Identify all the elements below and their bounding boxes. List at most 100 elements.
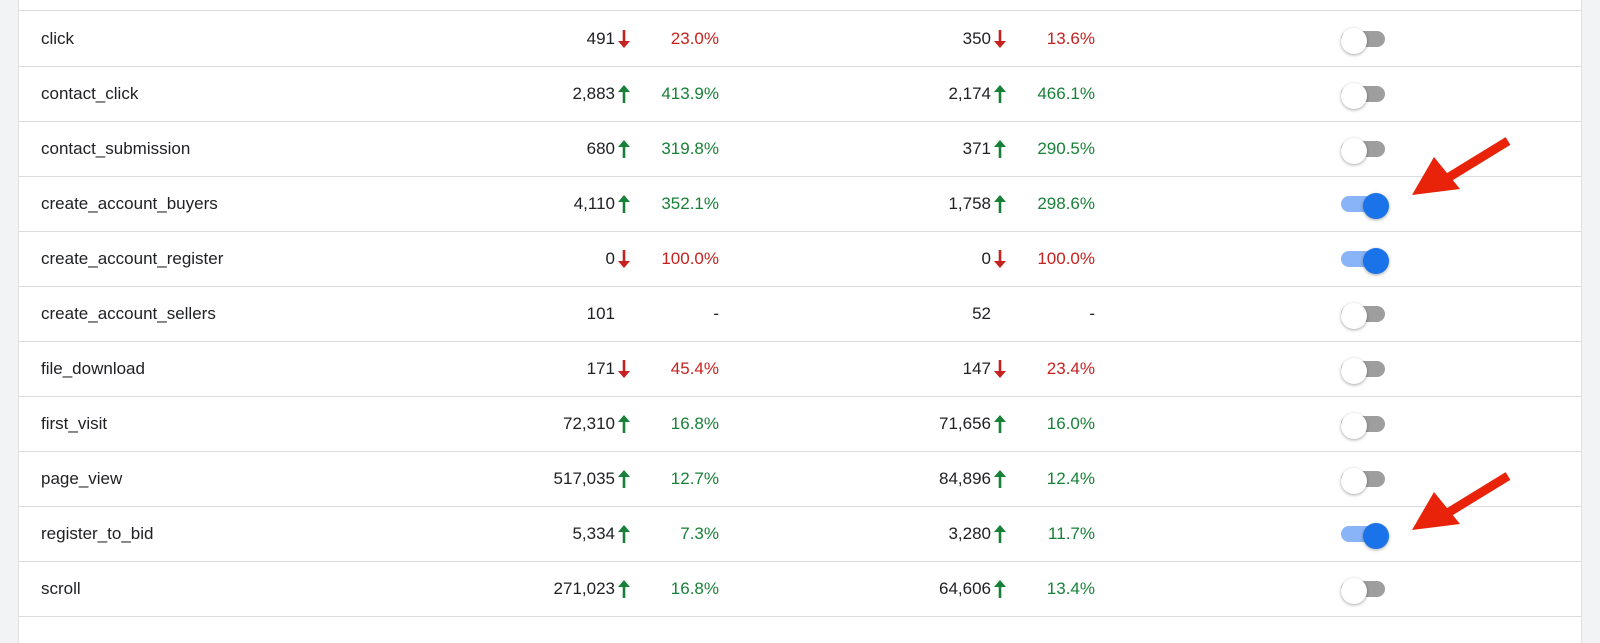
total-users: 71,656 [939, 414, 991, 433]
event-name: create_account_register [41, 249, 224, 268]
event-name: scroll [41, 579, 81, 598]
mark-as-conversion-toggle[interactable] [1339, 248, 1389, 274]
toggle-knob [1363, 248, 1389, 274]
total-users: 84,896 [939, 469, 991, 488]
toggle-knob [1341, 28, 1367, 54]
event-count-change: 45.4% [670, 359, 719, 378]
arrow-down-icon [993, 341, 1007, 397]
event-count: 2,883 [572, 84, 615, 103]
total-users-change: - [1089, 304, 1095, 323]
table-row: scroll 271,023 16.8% 64,606 13.4% [19, 561, 1581, 617]
mark-as-conversion-toggle[interactable] [1339, 523, 1389, 549]
event-count-change: 12.7% [670, 469, 719, 488]
arrow-up-icon [993, 396, 1007, 452]
table-row: create_account_sellers 101 - 52 - [19, 286, 1581, 342]
mark-as-conversion-toggle[interactable] [1339, 28, 1387, 54]
toggle-knob [1341, 468, 1367, 494]
total-users: 3,280 [948, 524, 991, 543]
mark-as-conversion-toggle[interactable] [1339, 138, 1387, 164]
arrow-up-icon [617, 396, 631, 452]
mark-as-conversion-toggle[interactable] [1339, 83, 1387, 109]
toggle-track [1341, 28, 1385, 54]
event-count: 101 [586, 304, 615, 323]
total-users-change: 16.0% [1046, 414, 1095, 433]
table-row: page_view 517,035 12.7% 84,896 12.4% [19, 451, 1581, 507]
event-count-change: 16.8% [670, 579, 719, 598]
event-count: 680 [586, 139, 615, 158]
table-row [19, 0, 1581, 11]
total-users: 64,606 [939, 579, 991, 598]
toggle-track [1341, 303, 1385, 329]
table-row: file_download 171 45.4% 147 23.4% [19, 341, 1581, 397]
event-count: 0 [605, 249, 615, 268]
arrow-down-icon [993, 11, 1007, 67]
event-name: page_view [41, 469, 123, 488]
total-users-change: 23.4% [1046, 359, 1095, 378]
event-count: 491 [586, 29, 615, 48]
toggle-track [1341, 193, 1389, 219]
arrow-up-icon [617, 451, 631, 507]
toggle-track [1341, 138, 1385, 164]
arrow-up-icon [993, 121, 1007, 177]
total-users: 2,174 [948, 84, 991, 103]
table-row: create_account_buyers 4,110 352.1% 1,758 298… [19, 176, 1581, 232]
table-row: register_to_bid 5,334 7.3% 3,280 11.7% [19, 506, 1581, 562]
event-count-change: 100.0% [661, 249, 719, 268]
total-users: 371 [962, 139, 991, 158]
mark-as-conversion-toggle[interactable] [1339, 578, 1387, 604]
table-row: click 491 23.0% 350 13.6% [19, 11, 1581, 67]
toggle-track [1341, 523, 1389, 549]
total-users-change: 290.5% [1037, 139, 1095, 158]
total-users: 1,758 [948, 194, 991, 213]
arrow-up-icon [993, 451, 1007, 507]
total-users: 350 [962, 29, 991, 48]
event-count: 4,110 [573, 194, 615, 213]
table-row: first_visit 72,310 16.8% 71,656 16.0% [19, 396, 1581, 452]
event-name: create_account_sellers [41, 304, 216, 323]
arrow-down-icon [993, 231, 1007, 287]
event-count: 5,334 [572, 524, 615, 543]
toggle-knob [1341, 138, 1367, 164]
toggle-knob [1363, 193, 1389, 219]
mark-as-conversion-toggle[interactable] [1339, 303, 1387, 329]
total-users: 0 [981, 249, 991, 268]
event-count-change: 7.3% [680, 524, 719, 543]
table-row: contact_click 2,883 413.9% 2,174 466.1% [19, 66, 1581, 122]
event-name: file_download [41, 359, 145, 378]
event-name: contact_click [41, 84, 139, 103]
table-row: create_account_register 0 100.0% 0 100.0% [19, 231, 1581, 287]
mark-as-conversion-toggle[interactable] [1339, 193, 1389, 219]
arrow-up-icon [993, 506, 1007, 562]
event-count: 171 [586, 359, 615, 378]
toggle-knob [1341, 303, 1367, 329]
mark-as-conversion-toggle[interactable] [1339, 413, 1387, 439]
toggle-track [1341, 468, 1385, 494]
event-count-change: 23.0% [670, 29, 719, 48]
event-count-change: 413.9% [661, 84, 719, 103]
arrow-up-icon [617, 121, 631, 177]
arrow-down-icon [617, 341, 631, 397]
total-users-change: 11.7% [1048, 524, 1095, 543]
event-name: click [41, 29, 75, 48]
mark-as-conversion-toggle[interactable] [1339, 468, 1387, 494]
events-table: click 491 23.0% 350 13.6% contact_click 2,883 4… [18, 0, 1582, 643]
event-name: first_visit [41, 414, 108, 433]
total-users-change: 466.1% [1037, 84, 1095, 103]
arrow-up-icon [617, 561, 631, 617]
arrow-up-icon [993, 176, 1007, 232]
event-name: register_to_bid [41, 524, 154, 543]
arrow-down-icon [617, 11, 631, 67]
toggle-knob [1341, 83, 1367, 109]
arrow-up-icon [993, 66, 1007, 122]
total-users: 147 [962, 359, 991, 378]
mark-as-conversion-toggle[interactable] [1339, 358, 1387, 384]
toggle-knob [1341, 358, 1367, 384]
table-row: contact_submission 680 319.8% 371 290.5% [19, 121, 1581, 177]
arrow-down-icon [617, 231, 631, 287]
toggle-knob [1341, 578, 1367, 604]
total-users-change: 12.4% [1046, 469, 1095, 488]
event-count: 271,023 [553, 579, 615, 598]
total-users-change: 13.4% [1046, 579, 1095, 598]
arrow-up-icon [617, 66, 631, 122]
event-count-change: - [713, 304, 719, 323]
